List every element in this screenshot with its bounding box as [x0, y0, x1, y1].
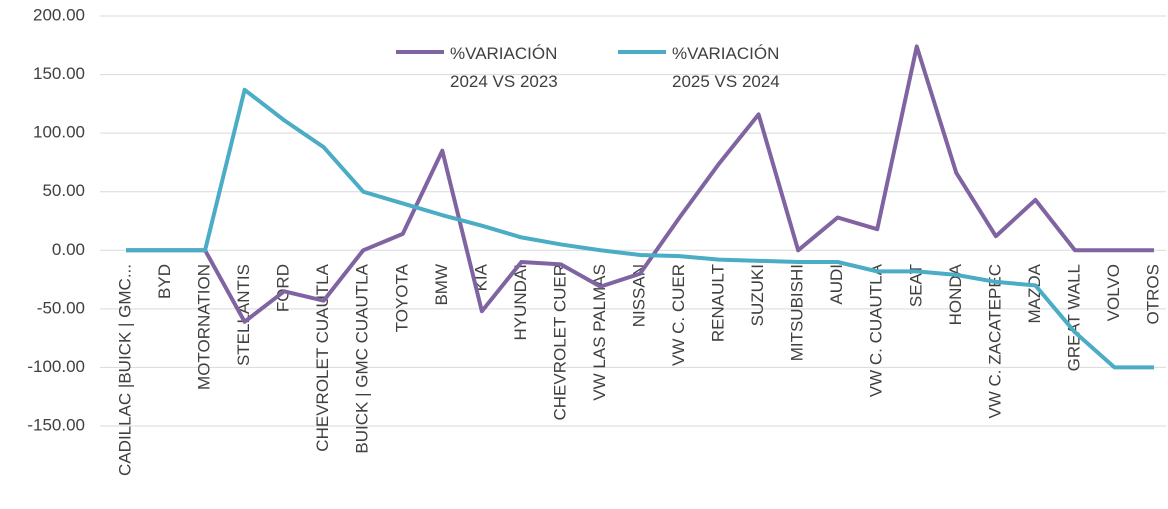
legend-label: %VARIACIÓN 2024 VS 2023 [450, 44, 558, 91]
legend-swatch [618, 50, 666, 54]
y-tick-label: 0.00 [52, 240, 85, 259]
x-tick-label: STELLANTIS [234, 264, 253, 366]
x-tick-label: MAZDA [1025, 263, 1044, 323]
x-tick-label: CADILLAC |BUICK | GMC... [115, 264, 134, 476]
x-tick-label: BUICK | GMC CUAUTLA [353, 263, 372, 453]
x-tick-label: VOLVO [1104, 264, 1123, 321]
y-tick-label: -50.00 [37, 298, 85, 317]
x-tick-label: BMW [432, 264, 451, 306]
x-tick-label: MOTORNATION [195, 264, 214, 390]
x-tick-label: MITSUBISHI [788, 264, 807, 361]
y-tick-label: 150.00 [33, 64, 85, 83]
y-tick-label: -100.00 [27, 357, 85, 376]
x-tick-label: HONDA [946, 263, 965, 325]
x-tick-label: FORD [274, 264, 293, 312]
x-tick-label: TOYOTA [392, 263, 411, 332]
x-tick-label: SEAT [906, 264, 925, 307]
series-line [126, 87, 1154, 370]
x-tick-label: HYUNDAI [511, 264, 530, 341]
x-tick-label: RENAULT [709, 264, 728, 342]
x-tick-label: CHEVROLET CUAUTLA [313, 263, 332, 451]
legend-item: %VARIACIÓN 2025 VS 2024 [618, 40, 812, 96]
x-tick-label: VW LAS PALMAS [590, 264, 609, 401]
legend-label: %VARIACIÓN 2025 VS 2024 [672, 44, 780, 91]
series-line [126, 44, 1154, 324]
x-tick-label: BYD [155, 264, 174, 299]
y-tick-label: 50.00 [42, 181, 85, 200]
x-tick-label: VW C. ZACATEPEC [985, 264, 1004, 419]
x-tick-label: NISSAN [629, 264, 648, 327]
y-tick-label: -150.00 [27, 415, 85, 434]
legend-item: %VARIACIÓN 2024 VS 2023 [396, 40, 590, 96]
y-tick-label: 200.00 [33, 5, 85, 24]
x-tick-label: CHEVROLET CUER [550, 264, 569, 421]
x-tick-label: GREAT WALL [1064, 264, 1083, 371]
x-tick-label: VW C. CUER [669, 264, 688, 366]
x-tick-label: SUZUKI [748, 264, 767, 326]
x-tick-label: VW C. CUAUTLA [867, 263, 886, 397]
y-tick-label: 100.00 [33, 123, 85, 142]
legend-swatch [396, 50, 444, 54]
x-tick-label: AUDI [827, 264, 846, 305]
x-tick-label: OTROS [1143, 264, 1162, 324]
